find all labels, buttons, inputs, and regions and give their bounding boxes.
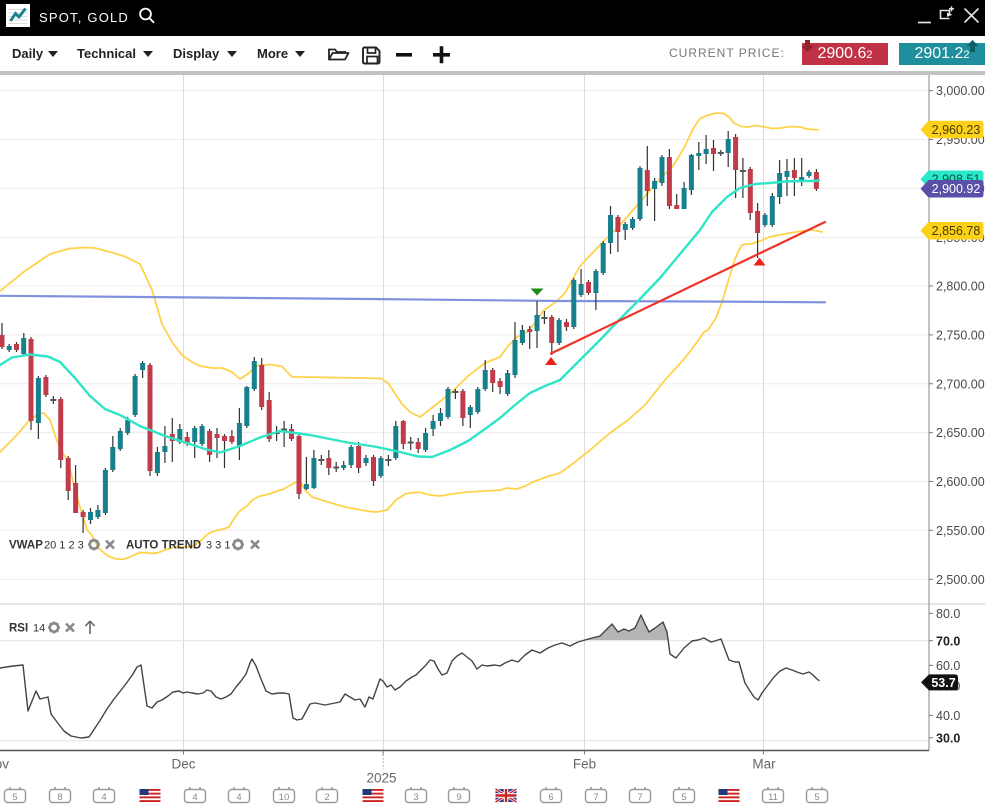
svg-text:10: 10 [279,792,290,803]
svg-text:2,900.92: 2,900.92 [932,182,981,196]
svg-text:4: 4 [192,792,197,803]
svg-text:53.7: 53.7 [931,676,955,690]
svg-text:AUTO TREND: AUTO TREND [126,540,201,552]
svg-text:60.0: 60.0 [936,659,960,673]
svg-text:7: 7 [593,792,598,803]
svg-text:4: 4 [101,792,106,803]
svg-text:VWAP: VWAP [9,540,43,552]
svg-text:2,700.00: 2,700.00 [936,377,985,391]
svg-text:5: 5 [681,792,686,803]
svg-text:2: 2 [324,792,329,803]
svg-text:2,856.78: 2,856.78 [932,224,981,238]
svg-text:2,800.00: 2,800.00 [936,280,985,294]
svg-text:9: 9 [456,792,461,803]
svg-text:2,750.00: 2,750.00 [936,329,985,343]
svg-text:Feb: Feb [573,757,596,772]
svg-text:3 3 1: 3 3 1 [206,540,230,552]
svg-text:3,000.00: 3,000.00 [936,84,985,98]
svg-text:4: 4 [236,792,241,803]
svg-text:6: 6 [548,792,553,803]
svg-text:5: 5 [12,792,17,803]
svg-text:40.0: 40.0 [936,709,960,723]
svg-text:5: 5 [814,792,819,803]
svg-text:80.0: 80.0 [936,607,960,621]
svg-text:30.0: 30.0 [936,731,960,745]
svg-text:11: 11 [768,792,778,803]
svg-text:8: 8 [57,792,62,803]
svg-text:3: 3 [413,792,418,803]
svg-text:RSI: RSI [9,623,28,635]
svg-text:20 1 2 3: 20 1 2 3 [44,540,84,552]
svg-text:2025: 2025 [366,771,396,786]
svg-text:7: 7 [637,792,642,803]
svg-text:Mar: Mar [752,757,776,772]
svg-text:14: 14 [33,623,45,635]
svg-text:2,600.00: 2,600.00 [936,475,985,489]
svg-text:70.0: 70.0 [936,634,960,648]
svg-text:2,500.00: 2,500.00 [936,573,985,587]
svg-text:2,960.23: 2,960.23 [932,123,981,137]
svg-text:Nov: Nov [0,757,9,772]
svg-text:2,650.00: 2,650.00 [936,426,985,440]
svg-text:Dec: Dec [171,757,195,772]
svg-text:2,550.00: 2,550.00 [936,524,985,538]
